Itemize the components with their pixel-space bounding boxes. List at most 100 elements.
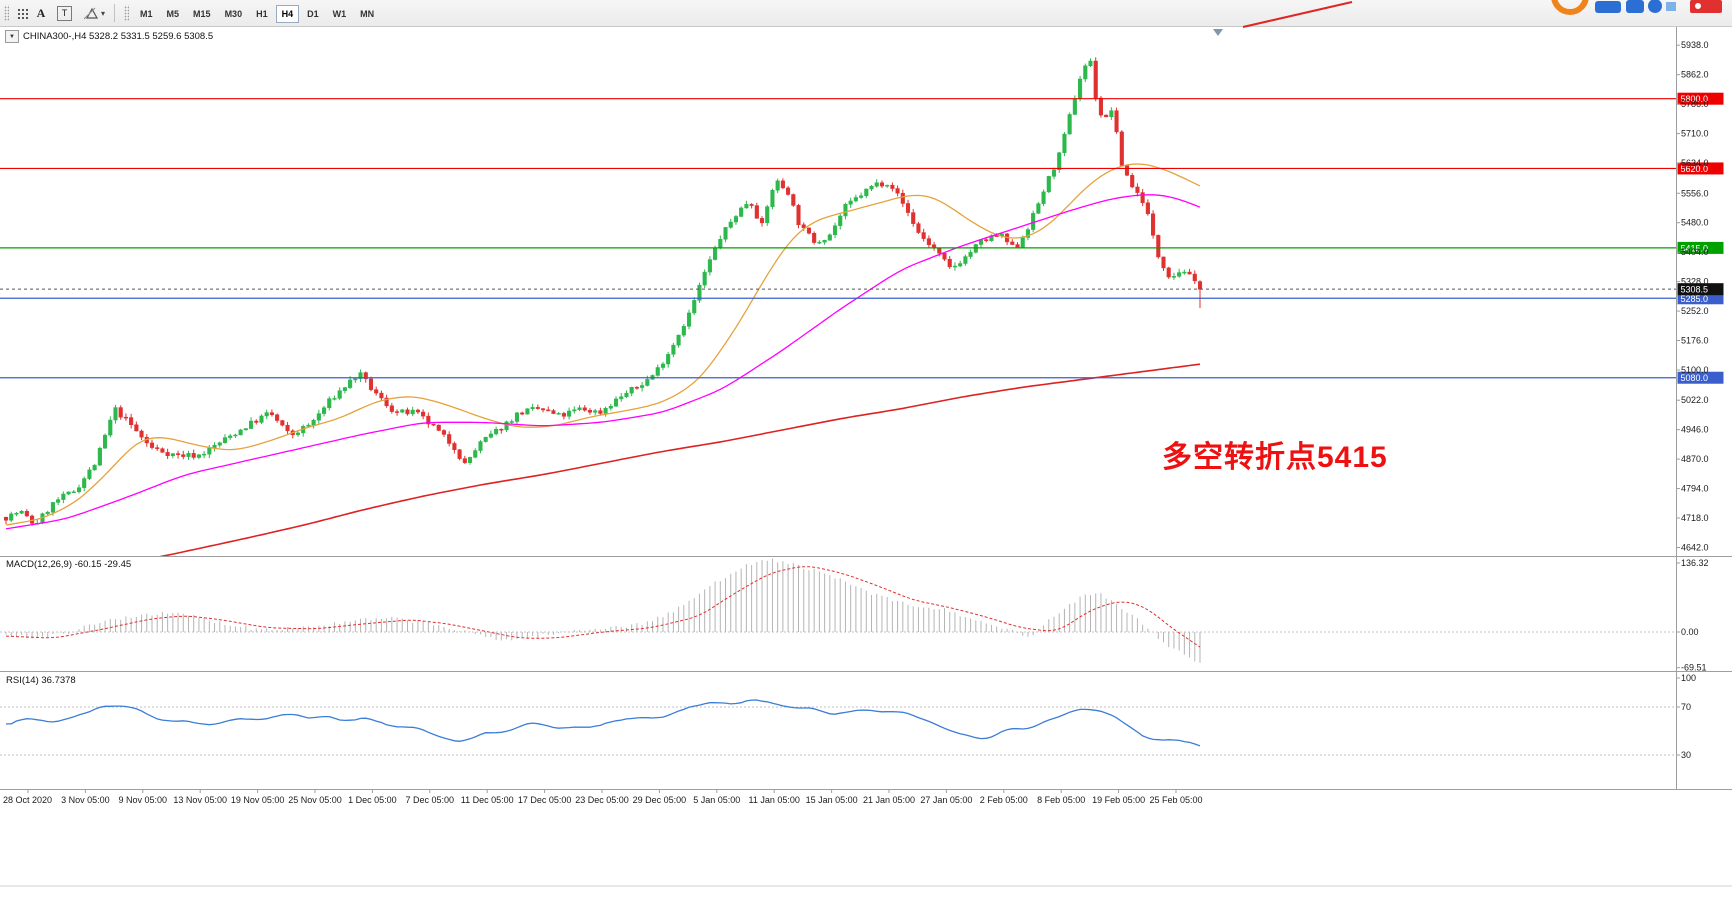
timeframe-button-h1[interactable]: H1 bbox=[250, 5, 274, 23]
hline-5080.0-tag-text: 5080.0 bbox=[1681, 373, 1709, 383]
timeframe-button-m30[interactable]: M30 bbox=[219, 5, 249, 23]
timeframe-button-m1[interactable]: M1 bbox=[134, 5, 159, 23]
date-axis-label: 29 Dec 05:00 bbox=[633, 795, 687, 805]
date-axis-label: 11 Dec 05:00 bbox=[461, 795, 514, 805]
timeframe-button-m5[interactable]: M5 bbox=[161, 5, 186, 23]
hline-5080.0-tag bbox=[1677, 371, 1724, 384]
price-axis-label: 4946.0 bbox=[1681, 425, 1709, 435]
price-axis-label: 5404.0 bbox=[1681, 247, 1709, 257]
cursor-a-button[interactable]: A bbox=[32, 3, 50, 23]
timeframe-button-m15[interactable]: M15 bbox=[187, 5, 217, 23]
toolbar: A T ▾ M1 M5 M15 M30 H1 H4 D1 W1 MN bbox=[0, 0, 1732, 27]
date-axis-label: 3 Nov 05:00 bbox=[61, 795, 110, 805]
date-axis-label: 7 Dec 05:00 bbox=[406, 795, 455, 805]
chart-text-annotation[interactable]: 多空转折点5415 bbox=[1162, 441, 1388, 474]
hline-5415.0-tag bbox=[1677, 241, 1724, 254]
price-axis-label: 4718.0 bbox=[1681, 513, 1709, 523]
rsi-panel[interactable]: 100 70 30 bbox=[0, 673, 1696, 760]
chart-title-text: CHINA300-,H4 5328.2 5331.5 5259.6 5308.5 bbox=[23, 31, 214, 42]
date-axis-label: 13 Nov 05:00 bbox=[173, 795, 227, 805]
ma-mid-line bbox=[5, 194, 1201, 530]
hline-5800.0-tag bbox=[1677, 92, 1724, 105]
rsi-indicator-label: RSI(14) 36.7378 bbox=[6, 675, 76, 686]
hline-5620.0-tag bbox=[1677, 162, 1724, 175]
timeframe-button-d1[interactable]: D1 bbox=[301, 5, 325, 23]
current-price-tag-text: 5308.5 bbox=[1681, 285, 1709, 295]
price-axis-label: 5176.0 bbox=[1681, 336, 1709, 346]
timeframe-toolbar: M1 M5 M15 M30 H1 H4 D1 W1 MN bbox=[133, 4, 381, 23]
hline-5285.0-tag-text: 5285.0 bbox=[1681, 294, 1709, 304]
timeframe-toolbar-grip[interactable] bbox=[124, 5, 130, 21]
ma-fast-line bbox=[5, 163, 1201, 526]
price-axis[interactable]: 5938.0 5862.0 5786.0 5710.0 5634.0 5556.0 5480… bbox=[1676, 27, 1709, 790]
date-axis-label: 25 Feb 05:00 bbox=[1149, 795, 1202, 805]
price-axis-label: 5786.0 bbox=[1681, 99, 1709, 109]
price-axis-label: 5252.0 bbox=[1681, 306, 1709, 316]
current-price-tag bbox=[1677, 283, 1724, 296]
text-label-button[interactable]: T bbox=[50, 3, 79, 23]
chart-canvas[interactable]: 5800.05620.05415.05285.05080.05308.55938… bbox=[0, 27, 1732, 899]
shapes-icon bbox=[83, 7, 99, 19]
timeframe-button-mn[interactable]: MN bbox=[354, 5, 380, 23]
hline-5620.0-tag-text: 5620.0 bbox=[1681, 164, 1709, 174]
macd-indicator-label: MACD(12,26,9) -60.15 -29.45 bbox=[6, 559, 132, 570]
date-axis-label: 1 Dec 05:00 bbox=[348, 795, 397, 805]
toolbar-separator bbox=[114, 4, 116, 22]
horizontal-lines[interactable]: 5800.0 5620.0 5415.0 5285.0 5080.0 5308.5 bbox=[0, 92, 1724, 384]
text-label-icon: T bbox=[57, 5, 72, 21]
date-axis-label: 27 Jan 05:00 bbox=[920, 795, 972, 805]
date-axis-label: 8 Feb 05:00 bbox=[1037, 795, 1085, 805]
date-axis-label: 23 Dec 05:00 bbox=[575, 795, 629, 805]
price-axis-label: 4870.0 bbox=[1681, 454, 1709, 464]
price-axis-label: 5710.0 bbox=[1681, 129, 1709, 139]
date-axis-label: 9 Nov 05:00 bbox=[119, 795, 168, 805]
price-axis-label: 5480.0 bbox=[1681, 218, 1709, 228]
ma-slow-line bbox=[154, 363, 1201, 557]
crosshair-grid-button[interactable] bbox=[13, 3, 32, 23]
date-axis-label: 15 Jan 05:00 bbox=[806, 795, 858, 805]
time-axis[interactable]: 28 Oct 2020 3 Nov 05:00 9 Nov 05:00 13 Nov … bbox=[3, 790, 1203, 805]
grid-icon bbox=[17, 7, 28, 19]
price-axis-label: 5328.0 bbox=[1681, 277, 1709, 287]
hline-5800.0-tag-text: 5800.0 bbox=[1681, 94, 1709, 104]
price-axis-label: 5556.0 bbox=[1681, 188, 1709, 198]
date-axis-label: 21 Jan 05:00 bbox=[863, 795, 915, 805]
price-axis-label: 5938.0 bbox=[1681, 40, 1709, 50]
macd-axis-label: -69.51 bbox=[1681, 663, 1707, 673]
date-axis-label: 25 Nov 05:00 bbox=[288, 795, 342, 805]
price-axis-label: 4794.0 bbox=[1681, 484, 1709, 494]
toolbar-grip[interactable] bbox=[4, 5, 9, 21]
macd-panel[interactable]: 136.32 0.00 -69.51 bbox=[0, 558, 1709, 673]
rsi-axis-label: 100 bbox=[1681, 673, 1696, 683]
macd-axis-label: 136.32 bbox=[1681, 558, 1709, 568]
date-axis-label: 19 Feb 05:00 bbox=[1092, 795, 1145, 805]
date-axis-label: 11 Jan 05:00 bbox=[749, 795, 800, 805]
price-axis-label: 5634.0 bbox=[1681, 158, 1709, 168]
hline-5415.0-tag-text: 5415.0 bbox=[1681, 243, 1709, 253]
rsi-axis-label: 30 bbox=[1681, 750, 1691, 760]
price-axis-label: 4642.0 bbox=[1681, 542, 1709, 552]
dropdown-caret-icon: ▾ bbox=[101, 8, 106, 18]
price-axis-label: 5100.0 bbox=[1681, 365, 1709, 375]
chart-shift-marker[interactable] bbox=[1213, 29, 1223, 36]
timeframe-button-w1[interactable]: W1 bbox=[327, 5, 353, 23]
date-axis-label: 2 Feb 05:00 bbox=[980, 795, 1028, 805]
date-axis-label: 5 Jan 05:00 bbox=[693, 795, 740, 805]
macd-axis-label: 0.00 bbox=[1681, 627, 1699, 637]
date-axis-label: 19 Nov 05:00 bbox=[231, 795, 285, 805]
date-axis-label: 28 Oct 2020 bbox=[3, 795, 52, 805]
chart-title: ▼ CHINA300-,H4 5328.2 5331.5 5259.6 5308… bbox=[5, 30, 213, 43]
price-axis-label: 5862.0 bbox=[1681, 70, 1709, 80]
shapes-dropdown-button[interactable]: ▾ bbox=[79, 3, 109, 23]
hline-5285.0-tag bbox=[1677, 292, 1724, 305]
timeframe-button-h4[interactable]: H4 bbox=[275, 4, 300, 23]
date-axis-label: 17 Dec 05:00 bbox=[518, 795, 572, 805]
price-axis-label: 5022.0 bbox=[1681, 395, 1709, 405]
macd-signal-line bbox=[5, 566, 1201, 648]
main-plot[interactable] bbox=[3, 57, 1203, 579]
symbol-dropdown[interactable]: ▼ bbox=[5, 30, 19, 43]
candles[interactable] bbox=[3, 57, 1203, 526]
rsi-axis-label: 70 bbox=[1681, 702, 1691, 712]
rsi-line bbox=[5, 699, 1201, 747]
